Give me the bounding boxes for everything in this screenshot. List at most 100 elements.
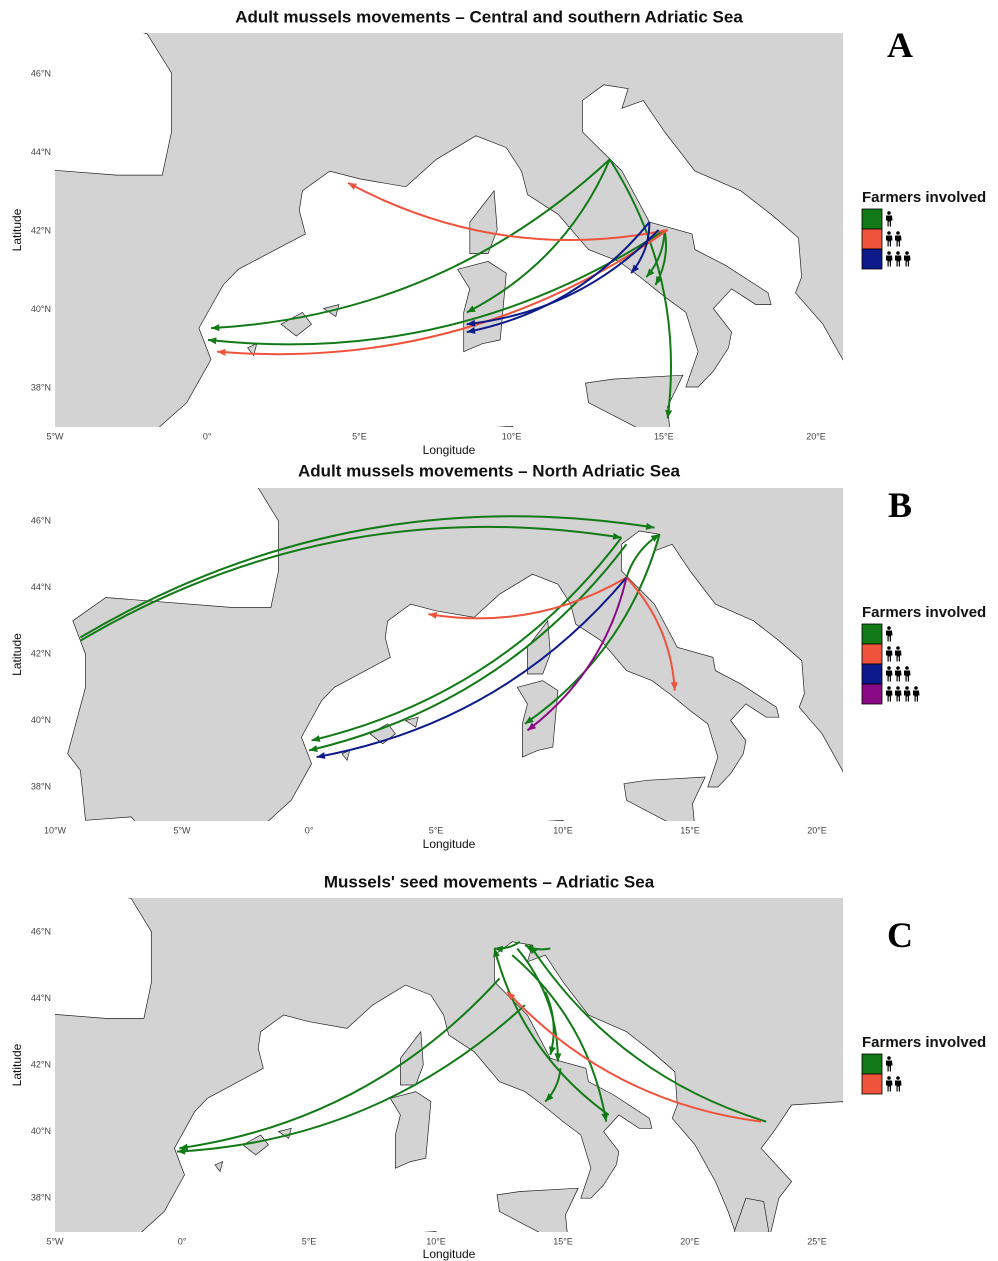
arrow-head [494, 945, 503, 953]
y-tick-label: 40°N [31, 304, 51, 314]
island [389, 1091, 432, 1169]
movement-arrow [466, 229, 660, 326]
y-tick-label: 42°N [31, 648, 51, 658]
movement-arrow [506, 991, 762, 1123]
map-panel [55, 898, 843, 1232]
y-tick-label: 42°N [31, 1059, 51, 1069]
arrow-head [466, 305, 476, 313]
x-tick-label: 5°W [46, 431, 64, 441]
panel-title: Adult mussels movements – Central and so… [235, 7, 743, 26]
person-icon [886, 670, 893, 682]
legend-swatch [861, 623, 883, 645]
legend-swatch [861, 663, 883, 685]
person-icon [895, 690, 902, 702]
y-tick-label: 40°N [31, 715, 51, 725]
person-icon [886, 1080, 893, 1092]
x-tick-label: 5°E [302, 1236, 317, 1246]
x-tick-label: 5°E [429, 825, 444, 835]
arrow-head [217, 348, 226, 356]
x-tick-label: 20°E [806, 431, 826, 441]
person-icon [887, 646, 891, 650]
movement-arrow [217, 229, 669, 356]
island [214, 1160, 224, 1173]
person-icon [887, 231, 891, 235]
x-axis-label: Longitude [423, 443, 476, 457]
person-icon [914, 686, 918, 690]
island [469, 189, 498, 254]
sea [158, 84, 843, 427]
island [869, 387, 912, 446]
legend-swatch [861, 1053, 883, 1075]
arrow-head [545, 1093, 554, 1102]
person-icon [886, 630, 893, 642]
x-tick-label: 10°E [426, 1236, 446, 1246]
arrow-head [601, 1112, 609, 1122]
sea [55, 488, 279, 821]
movement-arrow [608, 158, 672, 419]
panel-letter: C [887, 915, 913, 955]
x-tick-label: 5°W [173, 825, 191, 835]
arrow-head [549, 1046, 556, 1056]
y-tick-label: 40°N [31, 1126, 51, 1136]
arrow-head [645, 522, 655, 530]
person-icon [896, 1076, 900, 1080]
legend-swatch [861, 683, 883, 705]
arrow-head [650, 534, 660, 542]
person-icon [895, 235, 902, 247]
island [733, 1197, 770, 1232]
person-icon [896, 646, 900, 650]
x-axis-label: Longitude [423, 1247, 476, 1261]
y-tick-label: 46°N [31, 515, 51, 525]
person-icon [886, 690, 893, 702]
sea [55, 33, 172, 176]
y-axis-label: Latitude [10, 633, 24, 676]
person-icon [887, 211, 891, 215]
sea [267, 530, 843, 821]
arrow-head [309, 745, 318, 752]
arrow-head [466, 319, 476, 327]
arrow-head [493, 948, 500, 958]
movement-arrow [311, 537, 623, 742]
panel-letter: A [887, 25, 913, 65]
arrow-head [524, 716, 534, 724]
y-tick-label: 38°N [31, 382, 51, 392]
map-panel [55, 488, 843, 821]
movement-arrow [516, 947, 559, 1062]
y-tick-label: 38°N [31, 1192, 51, 1202]
y-axis-label: Latitude [10, 208, 24, 251]
movement-arrow [308, 543, 628, 752]
x-tick-label: 20°E [680, 1236, 700, 1246]
person-icon [887, 1076, 891, 1080]
person-icon [904, 690, 911, 702]
x-axis-label: Longitude [423, 837, 476, 851]
person-icon [887, 626, 891, 630]
panel-title: Mussels' seed movements – Adriatic Sea [324, 872, 655, 891]
person-icon [904, 255, 911, 267]
movement-arrow [625, 576, 676, 691]
x-tick-label: 0° [203, 431, 212, 441]
person-icon [887, 666, 891, 670]
x-tick-label: 25°E [807, 1236, 827, 1246]
island [341, 749, 351, 762]
arrow-head [529, 945, 538, 954]
arrow-head [316, 752, 326, 760]
arrow-head [211, 324, 220, 332]
arrow-head [646, 268, 655, 278]
legend-title: Farmers involved [862, 604, 986, 621]
y-axis-label: Latitude [10, 1043, 24, 1086]
person-icon [896, 231, 900, 235]
arrow-head [428, 611, 438, 619]
person-icon [896, 251, 900, 255]
island [623, 776, 706, 821]
person-icon [886, 215, 893, 227]
y-tick-label: 46°N [31, 68, 51, 78]
person-icon [905, 666, 909, 670]
person-icon [895, 255, 902, 267]
movement-arrow [428, 576, 628, 620]
arrow-head [612, 532, 622, 540]
arrow-head [311, 735, 321, 742]
island [404, 716, 419, 728]
movement-arrow [210, 158, 611, 330]
person-icon [886, 235, 893, 247]
person-icon [905, 686, 909, 690]
